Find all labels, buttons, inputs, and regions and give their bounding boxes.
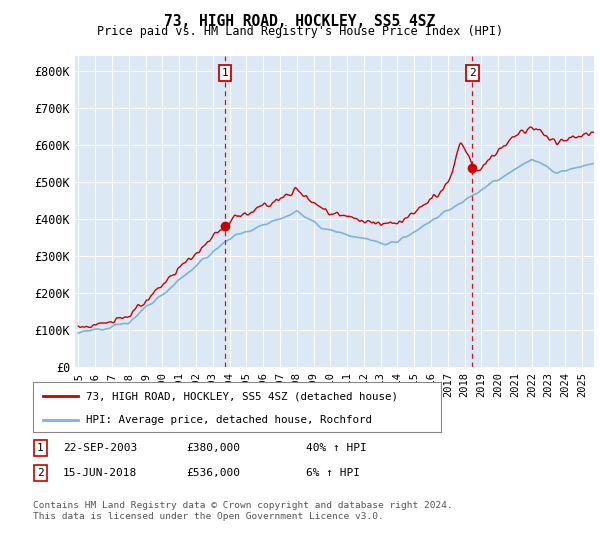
Text: 2: 2	[37, 468, 44, 478]
Text: £536,000: £536,000	[186, 468, 240, 478]
Text: 6% ↑ HPI: 6% ↑ HPI	[306, 468, 360, 478]
Text: £380,000: £380,000	[186, 443, 240, 453]
Text: 1: 1	[221, 68, 228, 78]
Text: 15-JUN-2018: 15-JUN-2018	[63, 468, 137, 478]
Text: 40% ↑ HPI: 40% ↑ HPI	[306, 443, 367, 453]
Text: 73, HIGH ROAD, HOCKLEY, SS5 4SZ (detached house): 73, HIGH ROAD, HOCKLEY, SS5 4SZ (detache…	[86, 391, 398, 401]
Text: 1: 1	[37, 443, 44, 453]
Text: Price paid vs. HM Land Registry's House Price Index (HPI): Price paid vs. HM Land Registry's House …	[97, 25, 503, 38]
Text: HPI: Average price, detached house, Rochford: HPI: Average price, detached house, Roch…	[86, 415, 372, 425]
Text: Contains HM Land Registry data © Crown copyright and database right 2024.
This d: Contains HM Land Registry data © Crown c…	[33, 501, 453, 521]
Text: 2: 2	[469, 68, 476, 78]
Text: 73, HIGH ROAD, HOCKLEY, SS5 4SZ: 73, HIGH ROAD, HOCKLEY, SS5 4SZ	[164, 14, 436, 29]
Text: 22-SEP-2003: 22-SEP-2003	[63, 443, 137, 453]
